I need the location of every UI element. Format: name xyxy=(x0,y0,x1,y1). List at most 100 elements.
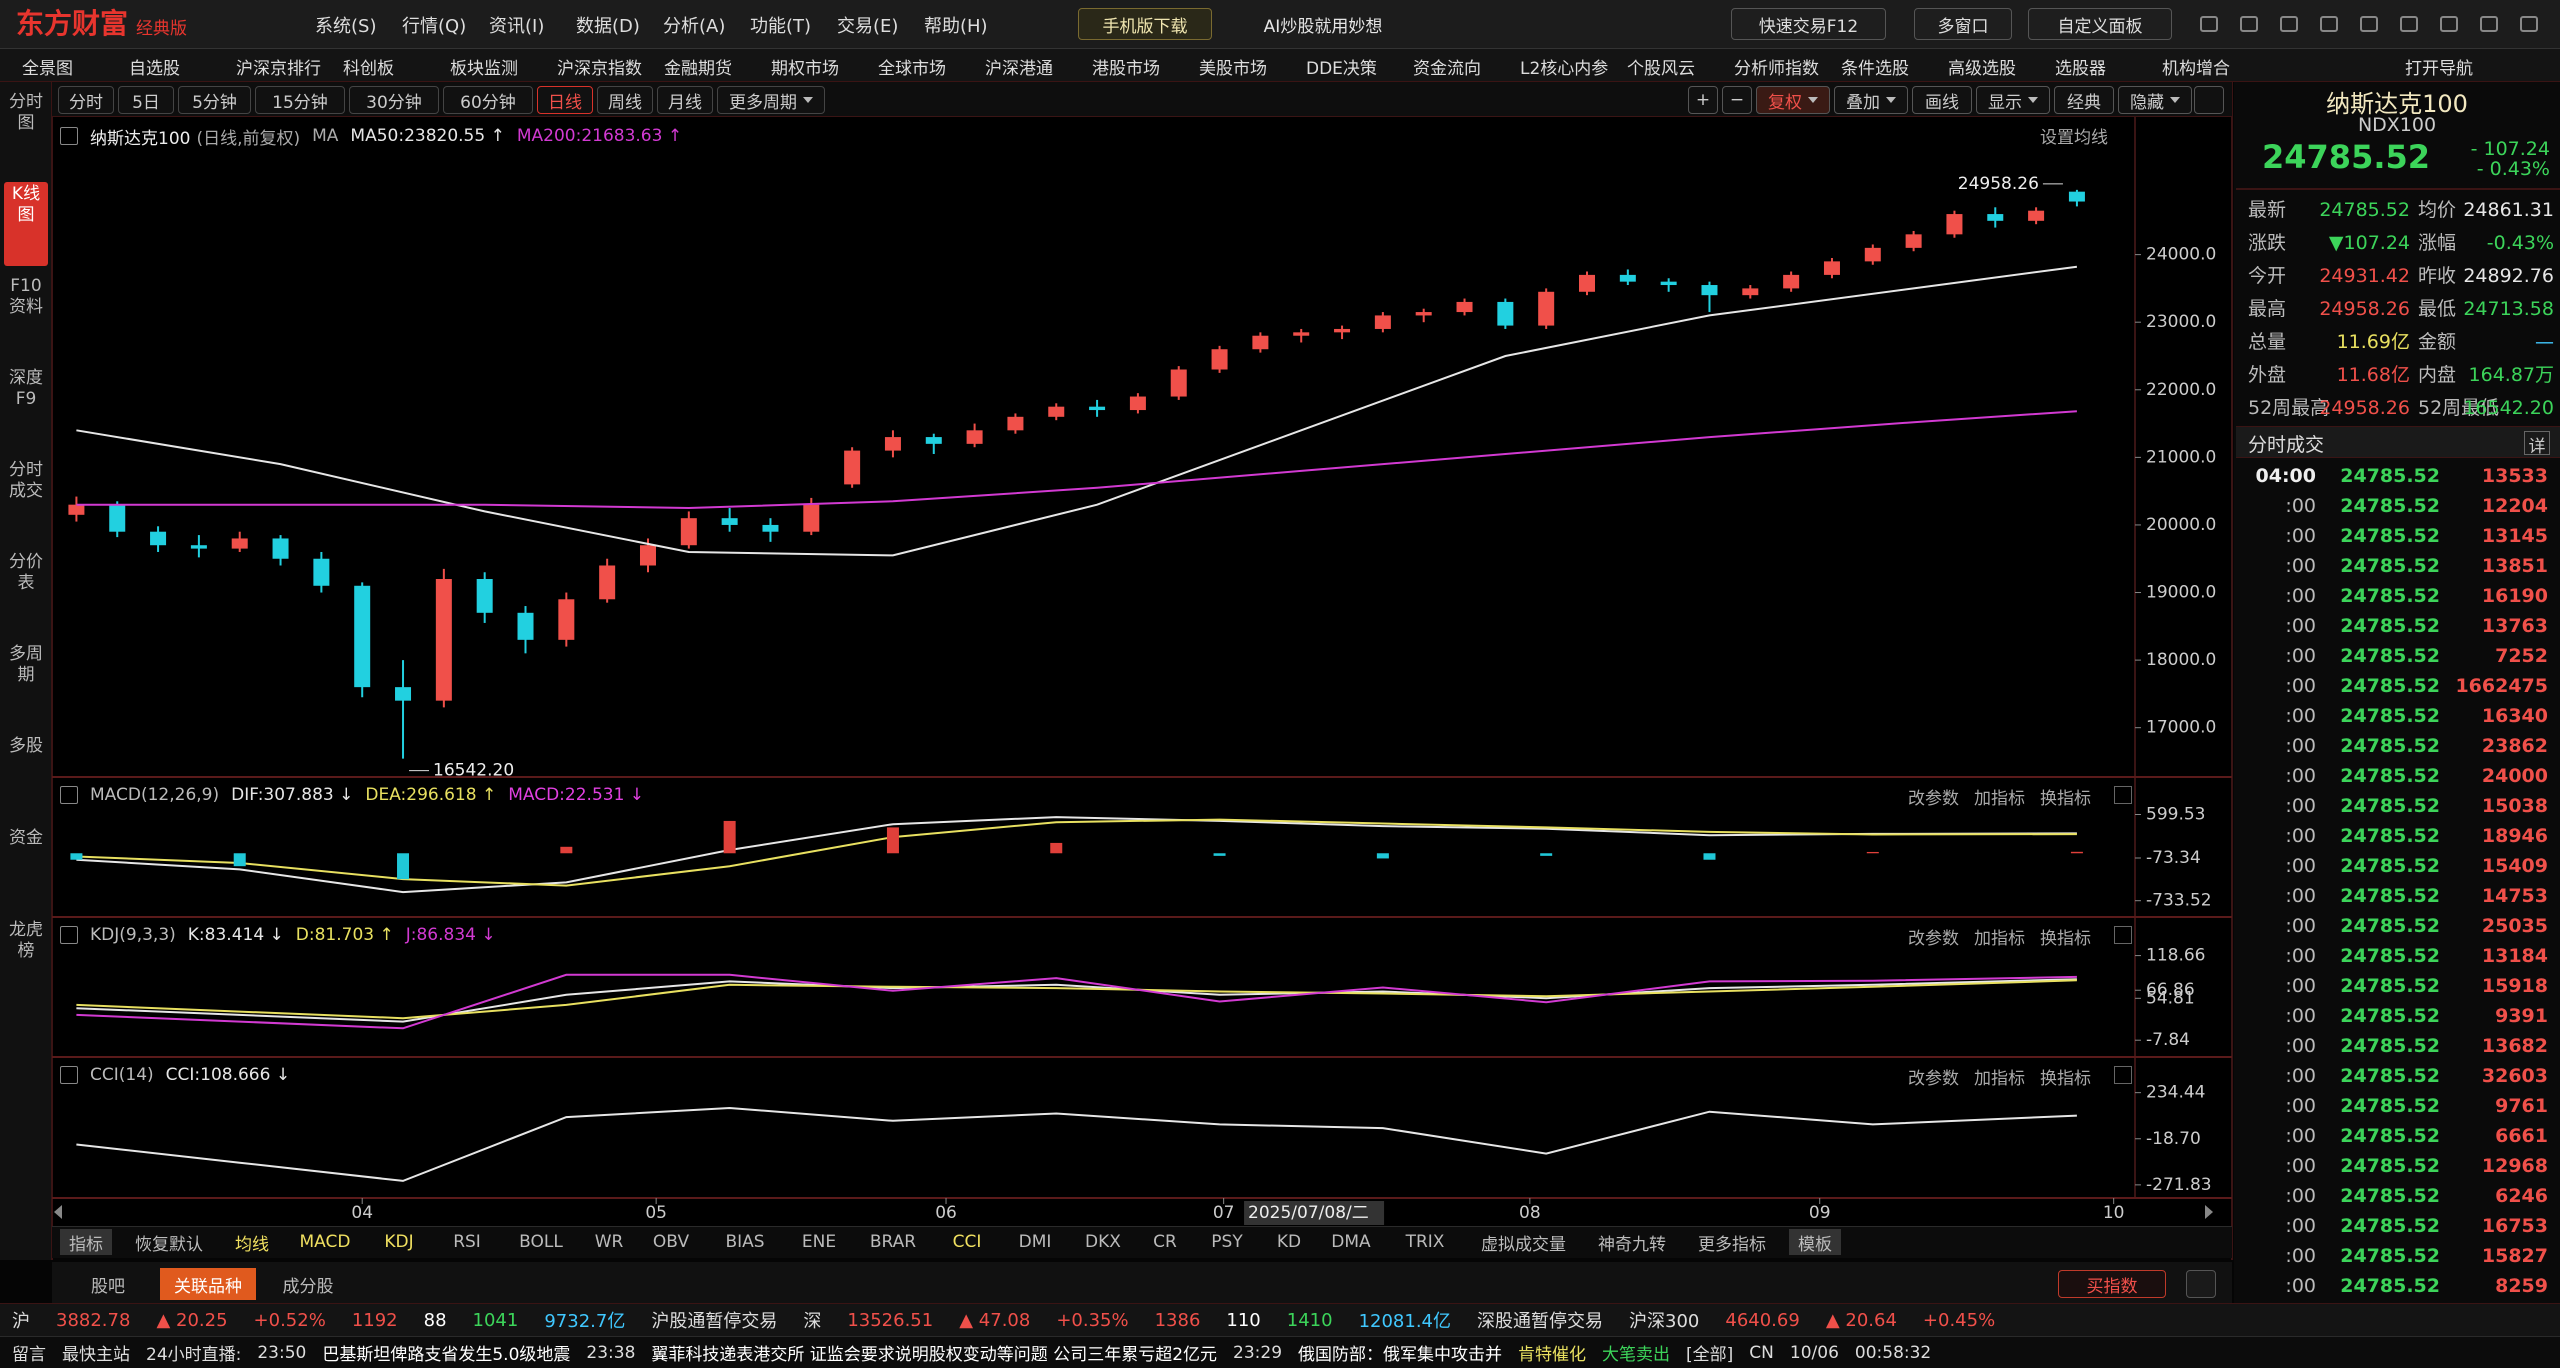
nav-item[interactable]: DDE决策 xyxy=(1306,59,1377,79)
indicator-tab[interactable]: 更多指标 xyxy=(1698,1234,1766,1255)
indicator-tab[interactable]: TRIX xyxy=(1405,1232,1445,1252)
tool-button[interactable]: 隐藏 xyxy=(2118,86,2192,114)
menu-item[interactable]: 分析(A) xyxy=(663,16,726,37)
window-icon[interactable] xyxy=(2400,16,2418,32)
side-tab[interactable]: 分时图 xyxy=(9,92,43,133)
side-tab[interactable]: 资金 xyxy=(9,828,43,848)
window-icon[interactable] xyxy=(2440,16,2458,32)
side-tab[interactable]: 龙虎榜 xyxy=(9,920,43,961)
window-icon[interactable] xyxy=(2240,16,2258,32)
nav-item[interactable]: L2核心内参 xyxy=(1520,59,1609,79)
nav-item[interactable]: 全景图 xyxy=(22,59,73,79)
pane-button[interactable]: 加指标 xyxy=(1974,929,2025,949)
indicator-tab[interactable]: CCI xyxy=(952,1232,982,1252)
indicator-tab[interactable]: OBV xyxy=(652,1232,690,1252)
indicator-tab[interactable]: PSY xyxy=(1211,1232,1243,1252)
fullscreen-button[interactable] xyxy=(2194,86,2224,114)
pane-button[interactable]: 改参数 xyxy=(1908,929,1959,949)
tool-button[interactable]: 经典 xyxy=(2054,86,2114,114)
nav-item[interactable]: 美股市场 xyxy=(1199,59,1267,79)
side-tab[interactable]: K线图 xyxy=(4,182,48,266)
indicator-tab[interactable]: ENE xyxy=(801,1232,837,1252)
period-button[interactable]: 更多周期 xyxy=(717,86,825,114)
quick-trade[interactable]: 快速交易F12 xyxy=(1731,8,1886,40)
ticker-item[interactable]: 肯特催化 xyxy=(1518,1345,1587,1365)
indicator-tab[interactable]: BOLL xyxy=(519,1232,563,1252)
window-icon[interactable] xyxy=(2520,16,2538,32)
indicator-tab[interactable]: BRAR xyxy=(869,1232,917,1252)
scroll-left[interactable] xyxy=(54,1205,62,1219)
tool-button[interactable]: − xyxy=(1722,86,1752,114)
pane-close[interactable] xyxy=(2114,926,2132,944)
pane-button[interactable]: 加指标 xyxy=(1974,789,2025,809)
buy-index[interactable]: 买指数 xyxy=(2058,1270,2166,1298)
bottom-tab[interactable]: 股吧 xyxy=(91,1276,125,1297)
nav-item[interactable]: 金融期货 xyxy=(664,59,732,79)
nav-item[interactable]: 条件选股 xyxy=(1841,59,1909,79)
indicator-tab[interactable]: 神奇九转 xyxy=(1598,1234,1666,1255)
indicator-tab[interactable]: DMI xyxy=(1018,1232,1052,1252)
nav-item[interactable]: 板块监测 xyxy=(450,59,518,79)
indicator-tab[interactable]: MACD xyxy=(299,1232,351,1252)
tool-button[interactable]: + xyxy=(1688,86,1718,114)
nav-item[interactable]: 全球市场 xyxy=(878,59,946,79)
menu-item[interactable]: 交易(E) xyxy=(837,16,899,37)
period-button[interactable]: 60分钟 xyxy=(443,86,533,114)
scroll-right[interactable] xyxy=(2205,1205,2213,1219)
indicator-tab[interactable]: WR xyxy=(594,1232,624,1252)
indicator-tab[interactable]: CR xyxy=(1153,1232,1177,1252)
side-tab[interactable]: 多股 xyxy=(9,736,43,756)
tool-button[interactable]: 显示 xyxy=(1976,86,2050,114)
help-icon[interactable] xyxy=(60,926,78,944)
side-tab[interactable]: 深度F9 xyxy=(9,368,43,409)
ticker-item[interactable]: 最快主站 xyxy=(62,1345,130,1365)
side-tab[interactable]: 多周期 xyxy=(9,644,43,685)
nav-item[interactable]: 资金流向 xyxy=(1413,59,1481,79)
tool-button[interactable]: 叠加 xyxy=(1834,86,1908,114)
help-icon[interactable] xyxy=(60,786,78,804)
window-icon[interactable] xyxy=(2200,16,2218,32)
pane-button[interactable]: 改参数 xyxy=(1908,1069,1959,1089)
nav-item[interactable]: 高级选股 xyxy=(1948,59,2016,79)
pane-close[interactable] xyxy=(2114,786,2132,804)
trades-detail[interactable]: 详 xyxy=(2524,431,2550,457)
bottom-tab[interactable]: 关联品种 xyxy=(160,1268,256,1300)
pane-button[interactable]: 换指标 xyxy=(2040,929,2091,949)
pane-button[interactable]: 换指标 xyxy=(2040,1069,2091,1089)
indicator-tab[interactable]: KD xyxy=(1276,1232,1302,1252)
menu-item[interactable]: 资讯(I) xyxy=(489,16,545,37)
nav-item[interactable]: 沪深港通 xyxy=(985,59,1053,79)
nav-item[interactable]: 机构增合 xyxy=(2162,59,2230,79)
period-button[interactable]: 30分钟 xyxy=(349,86,439,114)
indicator-tab[interactable]: 均线 xyxy=(235,1234,269,1255)
ticker-item[interactable]: 10/06 xyxy=(1789,1342,1839,1363)
period-button[interactable]: 15分钟 xyxy=(255,86,345,114)
period-button[interactable]: 日线 xyxy=(537,86,593,114)
pane-close[interactable] xyxy=(2114,1066,2132,1084)
help-icon[interactable] xyxy=(60,1066,78,1084)
custom-panel[interactable]: 自定义面板 xyxy=(2028,8,2172,40)
indicator-tab[interactable]: BIAS xyxy=(725,1232,765,1252)
side-tab[interactable]: 分价表 xyxy=(9,552,43,593)
menu-item[interactable]: 功能(T) xyxy=(750,16,812,37)
nav-item[interactable]: 期权市场 xyxy=(771,59,839,79)
side-tab[interactable]: F10资料 xyxy=(9,276,43,317)
bottom-tab[interactable]: 成分股 xyxy=(282,1276,334,1297)
indicator-tab[interactable]: 指标 xyxy=(60,1229,112,1255)
period-button[interactable]: 5日 xyxy=(118,86,174,114)
nav-item[interactable]: 选股器 xyxy=(2055,59,2106,79)
ticker-item[interactable]: 00:58:32 xyxy=(1854,1342,1932,1363)
side-tab[interactable]: 分时成交 xyxy=(9,460,43,501)
ticker-item[interactable]: 大笔卖出 xyxy=(1602,1345,1671,1365)
settings-ma[interactable]: 设置均线 xyxy=(2040,128,2108,148)
nav-item[interactable]: 自选股 xyxy=(129,59,180,79)
nav-item[interactable]: 沪深京指数 xyxy=(557,59,642,79)
window-icon[interactable] xyxy=(2280,16,2298,32)
ai-assistant[interactable]: AI炒股就用妙想 xyxy=(1263,16,1383,37)
indicator-tab[interactable]: DKX xyxy=(1085,1232,1121,1252)
window-icon[interactable] xyxy=(2320,16,2338,32)
menu-item[interactable]: 数据(D) xyxy=(576,16,640,37)
pane-button[interactable]: 改参数 xyxy=(1908,789,1959,809)
period-button[interactable]: 5分钟 xyxy=(178,86,251,114)
expand-button[interactable] xyxy=(2186,1270,2216,1298)
